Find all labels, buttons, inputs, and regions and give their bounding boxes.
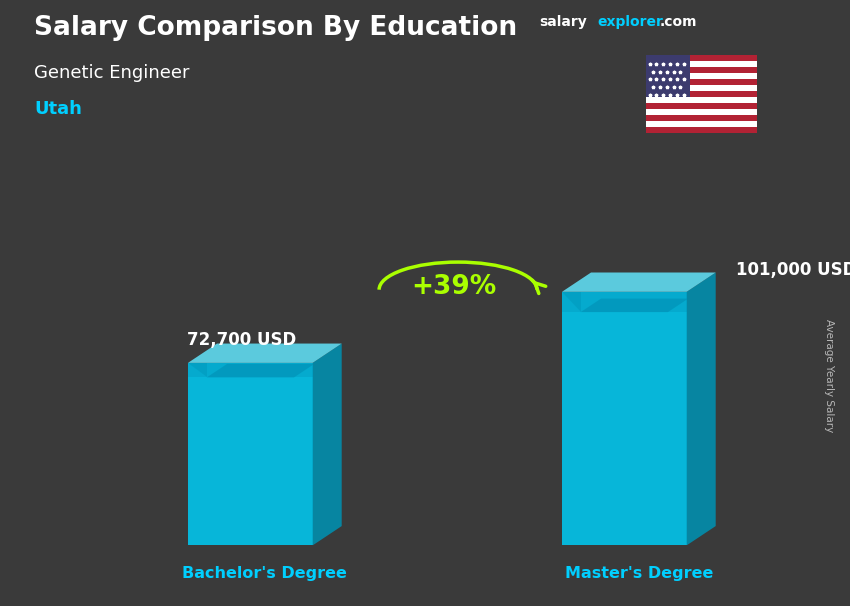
Polygon shape xyxy=(562,273,716,292)
Bar xyxy=(646,103,756,109)
Bar xyxy=(646,73,756,79)
Bar xyxy=(646,67,756,73)
Polygon shape xyxy=(188,363,207,378)
Polygon shape xyxy=(188,344,342,363)
Bar xyxy=(646,55,690,97)
Bar xyxy=(646,61,756,67)
Text: Genetic Engineer: Genetic Engineer xyxy=(34,64,190,82)
Polygon shape xyxy=(562,292,687,312)
Text: .com: .com xyxy=(660,15,697,29)
Polygon shape xyxy=(188,363,313,545)
Polygon shape xyxy=(313,344,342,545)
Bar xyxy=(646,55,756,61)
Text: Bachelor's Degree: Bachelor's Degree xyxy=(183,567,348,582)
Bar xyxy=(646,115,756,121)
Bar xyxy=(646,127,756,133)
Bar xyxy=(646,97,756,103)
Bar xyxy=(646,85,756,91)
Polygon shape xyxy=(562,292,581,312)
Bar xyxy=(646,79,756,85)
Polygon shape xyxy=(562,292,687,545)
Bar xyxy=(646,121,756,127)
Bar xyxy=(646,109,756,115)
Polygon shape xyxy=(581,299,689,312)
Polygon shape xyxy=(207,364,314,378)
Text: +39%: +39% xyxy=(411,274,496,300)
Text: Salary Comparison By Education: Salary Comparison By Education xyxy=(34,15,517,41)
Text: explorer: explorer xyxy=(598,15,663,29)
Polygon shape xyxy=(687,273,716,545)
Text: 101,000 USD: 101,000 USD xyxy=(736,261,850,279)
Bar xyxy=(646,91,756,97)
Text: Master's Degree: Master's Degree xyxy=(564,567,713,582)
Text: 72,700 USD: 72,700 USD xyxy=(187,331,297,349)
Polygon shape xyxy=(188,363,313,378)
Text: Utah: Utah xyxy=(34,100,82,118)
Text: salary: salary xyxy=(540,15,587,29)
Text: Average Yearly Salary: Average Yearly Salary xyxy=(824,319,834,432)
